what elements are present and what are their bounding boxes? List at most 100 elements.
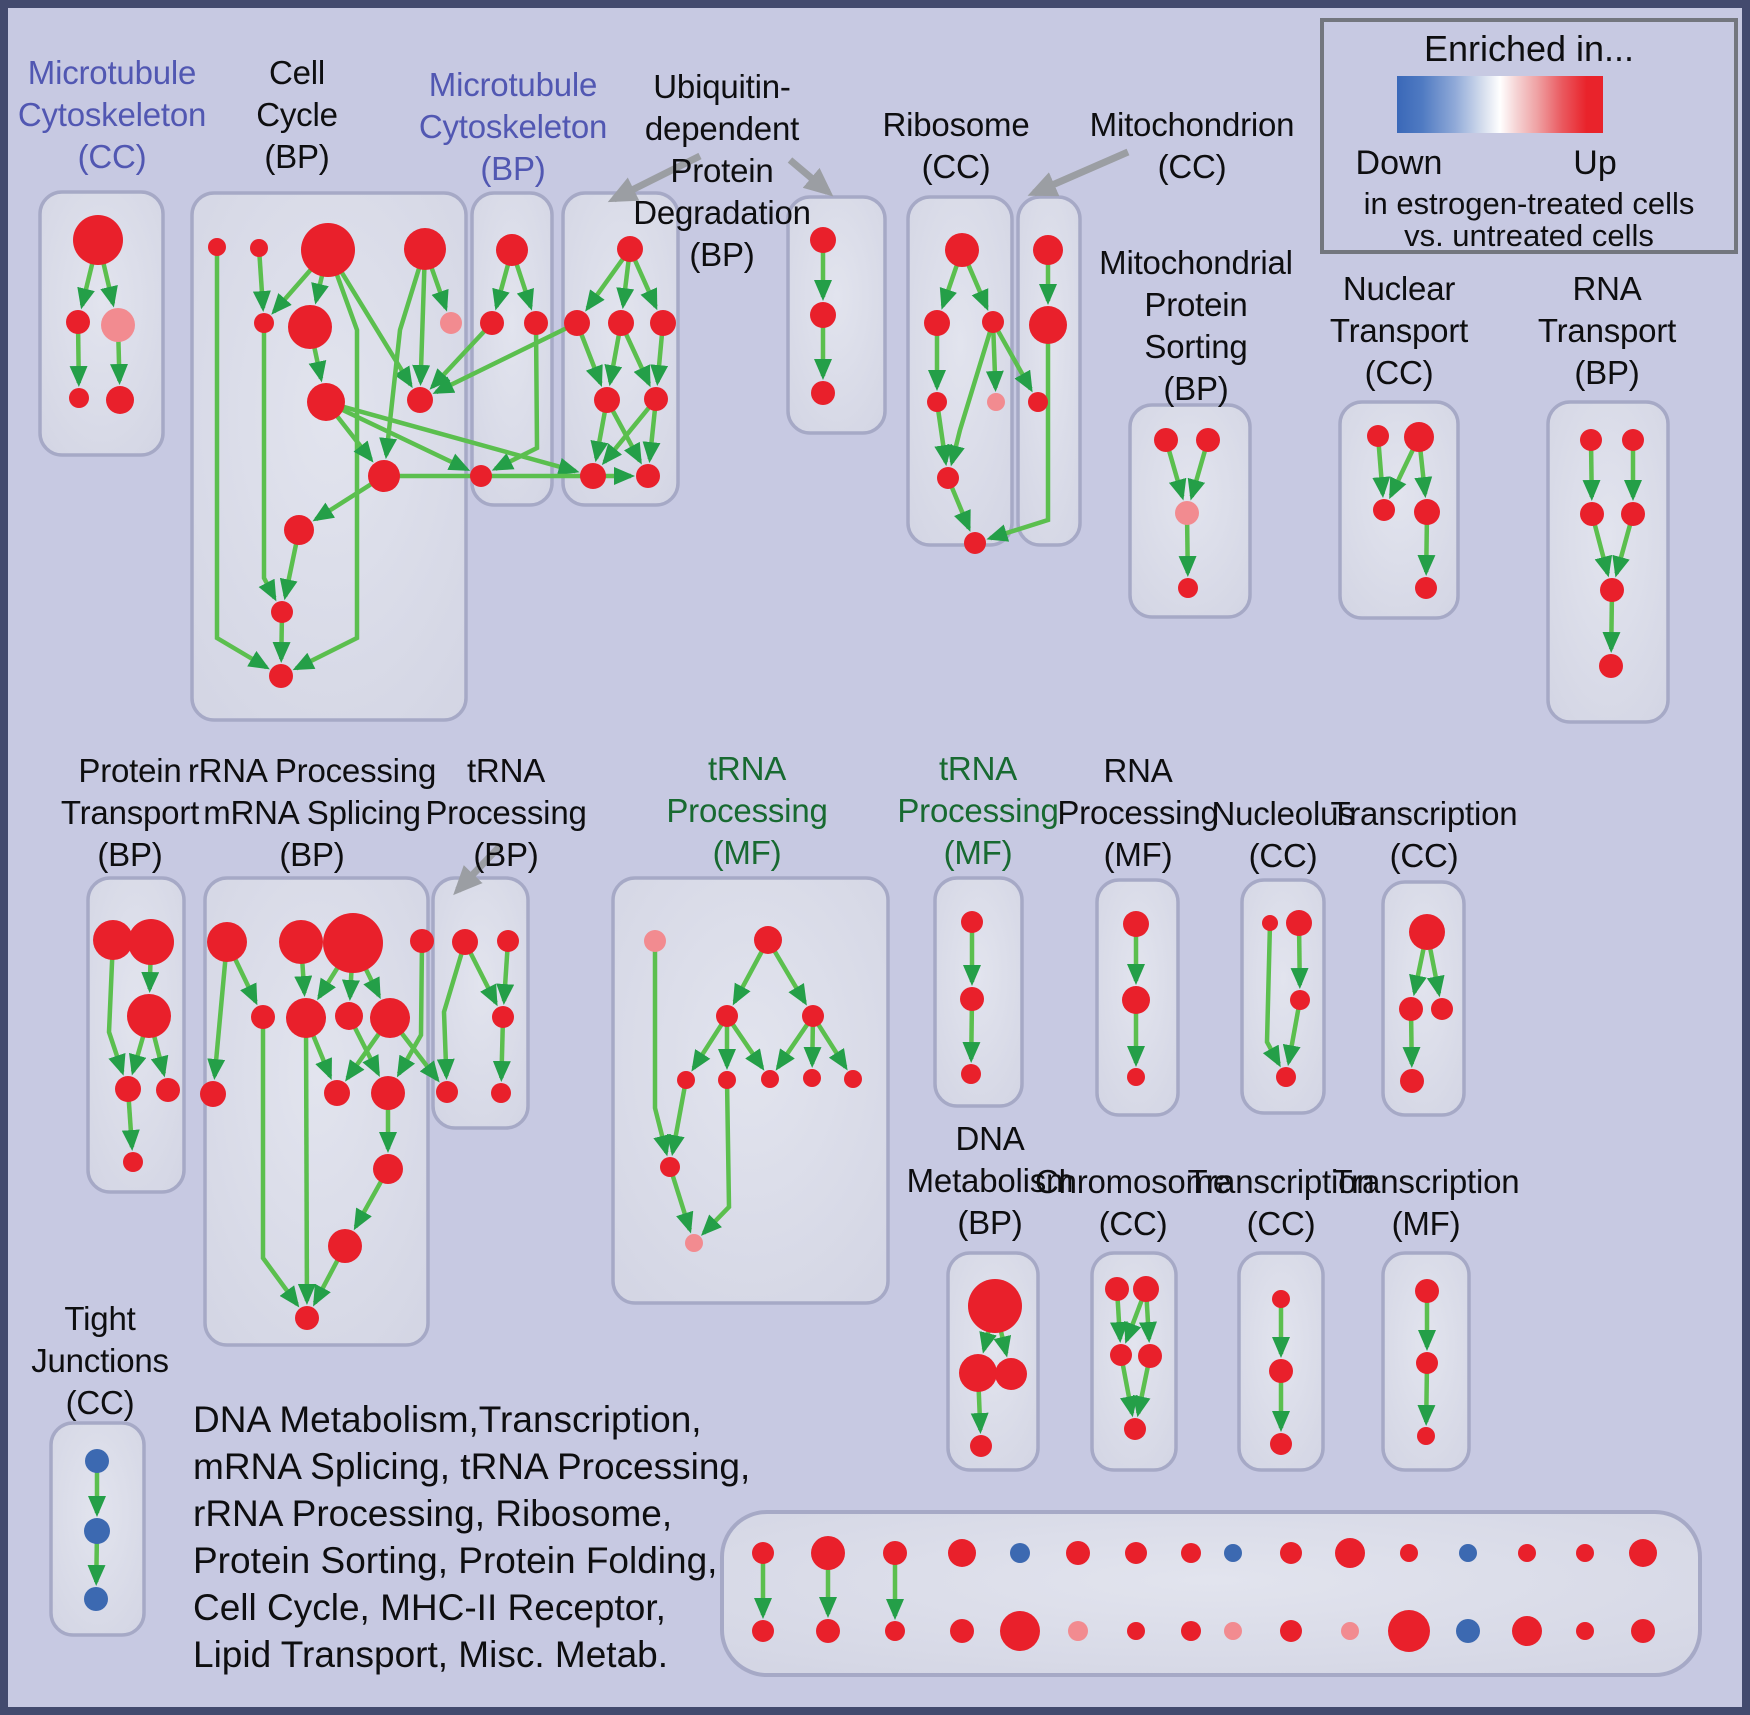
node-u3 [811,381,835,405]
legend: Enriched in... Down Up in estrogen-treat… [1320,18,1738,254]
node-rd [410,929,434,953]
node-ts3 [961,1064,981,1084]
strip-node [950,1619,974,1643]
edge-arrow [700,1079,732,1236]
node-p1 [1154,428,1178,452]
node-re [251,1005,275,1029]
node-ts2 [960,987,984,1011]
strip-node [1280,1542,1302,1564]
node-b2 [564,310,590,336]
strip-node [1181,1543,1201,1563]
node-d4 [970,1435,992,1457]
node-q4 [1621,502,1645,526]
node-rg [335,1002,363,1030]
edge-arrow [214,247,270,670]
node-tf10 [685,1234,703,1252]
legend-subtitle-line1: in estrogen-treated cells [1363,186,1695,221]
node-rj [371,1076,405,1110]
node-rk [373,1154,403,1184]
strip-node [752,1620,774,1642]
node-mc2 [66,310,90,334]
node-tf6 [761,1070,779,1088]
edge-arrow [947,321,996,467]
group-box-ubiquitin-degradation-box-right [786,195,887,435]
node-o1 [1262,915,1278,931]
node-x3 [1270,1433,1292,1455]
strip-node [816,1619,840,1643]
node-pt1 [93,920,133,960]
node-ra [207,922,247,962]
node-u1 [810,227,836,253]
node-q3 [1580,502,1604,526]
group-box-microtubule-cytoskeleton-bp [470,191,554,507]
node-cc9 [407,387,433,413]
node-a3 [524,311,548,335]
strip-node [1518,1544,1536,1562]
node-tj3 [84,1587,108,1611]
node-pt2 [128,919,174,965]
legend-title: Enriched in... [1423,28,1635,69]
node-tf8 [844,1070,862,1088]
legend-gradient-bar [1397,76,1603,133]
node-a1 [496,234,528,266]
edge-arrow [106,939,126,1076]
node-n2 [1404,422,1434,452]
legend-down-label: Down [1355,144,1443,182]
node-cc4 [404,228,446,270]
node-r5 [987,393,1005,411]
summary-strip-box [720,1510,1702,1677]
node-w1 [1409,914,1445,950]
node-y3 [1417,1427,1435,1445]
node-pt6 [123,1152,143,1172]
legend-subtitle-line2: vs. untreated cells [1404,218,1654,253]
node-tfp [644,930,666,952]
edge-arrow [986,325,1051,542]
edge-arrow [260,1017,300,1308]
annotation-arrow [1027,148,1130,197]
node-v3 [1127,1068,1145,1086]
node-rm [295,1306,319,1330]
node-b7 [580,463,606,489]
strip-node [1631,1619,1655,1643]
node-tf2 [716,1005,738,1027]
strip-node [1000,1611,1040,1651]
node-n1 [1367,425,1389,447]
footnote-text: DNA Metabolism,Transcription, mRNA Splic… [193,1399,751,1675]
node-q1 [1580,429,1602,451]
node-x1 [1272,1290,1290,1308]
node-o2 [1286,910,1312,936]
node-w4 [1400,1069,1424,1093]
edge-arrow [429,321,494,390]
node-cc2 [250,239,268,257]
node-cc5 [254,313,274,333]
node-mc3 [101,308,135,342]
node-tb5 [491,1083,511,1103]
node-cc3 [301,223,355,277]
node-rn [200,1081,226,1107]
node-tb3 [492,1006,514,1028]
strip-node [1066,1541,1090,1565]
strip-node [1456,1619,1480,1643]
edge-arrow [207,941,230,1081]
node-pt3 [127,994,171,1038]
node-mt2 [1029,306,1067,344]
node-y1 [1415,1279,1439,1303]
annotation-arrow [453,843,503,896]
edge-arrow [601,397,658,466]
node-tf1 [754,926,782,954]
group-box-ribosome-cc [906,195,1014,547]
node-ts1 [961,911,983,933]
edge-arrow [432,320,578,395]
edge-arrow [396,940,425,1078]
node-q5 [1600,578,1624,602]
group-box-nuclear-transport-cc [1338,400,1460,620]
node-rh [370,998,410,1038]
edge-arrow [412,248,431,387]
edge-arrow [491,322,540,471]
node-cc10 [368,460,400,492]
strip-node [1335,1538,1365,1568]
node-h2 [1133,1276,1159,1302]
edge-arrow [667,1166,694,1234]
